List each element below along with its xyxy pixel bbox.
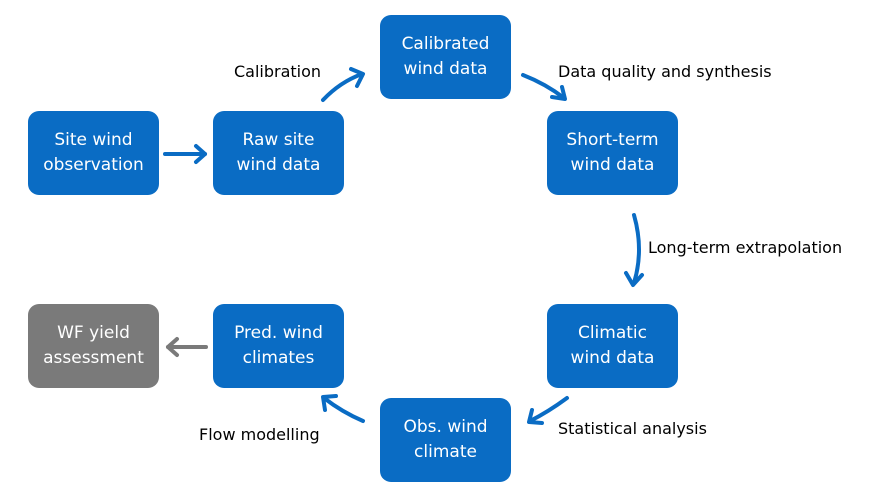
label-flow-modelling: Flow modelling [199,425,320,444]
node-short-term-wind-data: Short-term wind data [547,111,678,195]
arrow-short-to-climatic [632,213,641,285]
node-label: WF yield assessment [43,323,144,368]
arrow-climatic-to-obs [528,396,569,423]
arrow-calibrated-to-short-head [550,85,567,101]
label-long-term-extrapolation: Long-term extrapolation [648,238,843,257]
node-label: Pred. wind climates [234,323,323,368]
node-label: Climatic wind data [570,323,655,368]
node-label: Site wind observation [43,130,144,175]
node-climatic-wind-data: Climatic wind data [547,304,678,388]
node-wf-yield-assessment: WF yield assessment [28,304,159,388]
arrow-obs-to-pred [322,396,365,423]
label-statistical-analysis: Statistical analysis [558,419,707,438]
node-calibrated-wind-data: Calibrated wind data [380,15,511,99]
node-pred-wind-climates: Pred. wind climates [213,304,344,388]
node-label: Obs. wind climate [403,417,488,462]
node-label: Raw site wind data [236,130,321,175]
arrow-raw-to-calibrated-head [349,67,365,88]
node-label: Short-term wind data [566,130,659,175]
node-obs-wind-climate: Obs. wind climate [380,398,511,482]
arrow-pred-to-yield-head [166,337,179,357]
node-label: Calibrated wind data [401,34,490,79]
arrow-short-to-climatic-head [624,271,644,287]
node-raw-site-wind-data: Raw site wind data [213,111,344,195]
arrow-obs-to-pred-head [321,394,338,412]
arrow-raw-to-calibrated [321,72,364,102]
arrow-climatic-to-obs-head [527,408,544,425]
arrow-calibrated-to-short [521,73,566,100]
node-site-wind-observation: Site wind observation [28,111,159,195]
label-calibration: Calibration [234,62,322,81]
arrow-site-to-raw-head [194,144,207,164]
label-data-quality-synthesis: Data quality and synthesis [558,62,772,81]
